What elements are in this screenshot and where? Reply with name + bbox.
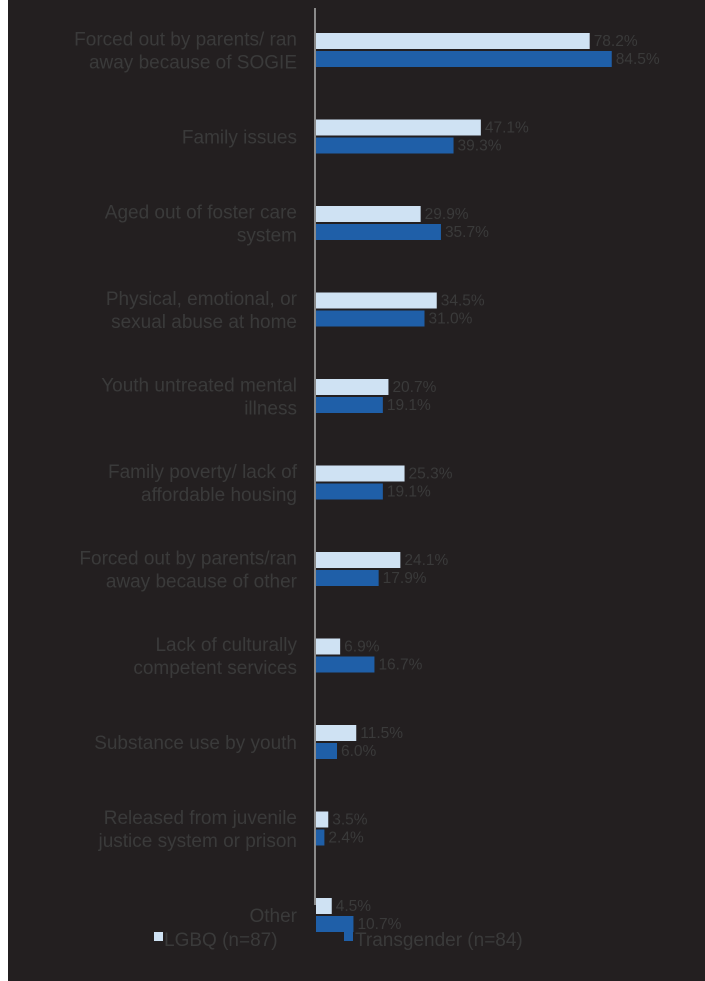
data-label-lgbq: 4.5% [336, 898, 372, 915]
category-label: Family poverty/ lack of [108, 462, 298, 483]
category-label: Forced out by parents/ ran [74, 30, 297, 51]
category-label: Youth untreated mental [101, 376, 297, 397]
data-label-lgbq: 25.3% [409, 466, 453, 483]
category-label: away because of SOGIE [89, 53, 297, 74]
data-label-lgbq: 6.9% [344, 639, 380, 656]
data-label-lgbq: 3.5% [332, 812, 368, 829]
legend: LGBQ (n=87) Transgender (n=84) [154, 930, 523, 951]
bar-lgbq [316, 725, 357, 741]
bar-lgbq [316, 33, 590, 49]
category-label: Lack of culturally [155, 635, 297, 656]
data-label-transgender: 84.5% [616, 51, 660, 68]
bar-transgender [316, 829, 325, 846]
data-label-transgender: 6.0% [341, 743, 377, 760]
bar-transgender [316, 570, 379, 586]
data-label-lgbq: 34.5% [441, 293, 485, 310]
data-label-lgbq: 78.2% [594, 33, 638, 50]
category-label: illness [244, 399, 297, 420]
legend-swatch-lgbq [154, 932, 163, 941]
data-label-lgbq: 11.5% [360, 725, 403, 742]
data-label-transgender: 19.1% [387, 397, 431, 414]
data-label-lgbq: 47.1% [485, 120, 529, 137]
bar-transgender [316, 483, 383, 500]
bar-lgbq [316, 206, 421, 222]
category-label: system [237, 226, 297, 247]
bar-lgbq [316, 898, 332, 914]
bar-transgender [316, 397, 383, 413]
bar-lgbq [316, 552, 401, 568]
bar-transgender [316, 137, 454, 154]
bar-transgender [316, 310, 425, 327]
data-label-transgender: 17.9% [383, 570, 427, 587]
bar-lgbq [316, 811, 329, 828]
category-label: Forced out by parents/ran [79, 549, 297, 570]
bar-lgbq [316, 292, 437, 309]
data-label-transgender: 16.7% [378, 657, 422, 674]
data-label-transgender: 2.4% [328, 830, 364, 847]
category-label: sexual abuse at home [111, 312, 297, 333]
bar-transgender [316, 51, 612, 67]
data-label-lgbq: 20.7% [392, 379, 436, 396]
legend-swatch-transgender [344, 932, 353, 941]
category-label: Other [249, 906, 297, 927]
category-label: justice system or prison [97, 831, 297, 852]
category-label: Aged out of foster care [105, 203, 297, 224]
bar-lgbq [316, 638, 341, 655]
category-label: Family issues [182, 128, 297, 149]
category-label: Released from juvenile [104, 808, 297, 829]
data-label-transgender: 35.7% [445, 224, 489, 241]
data-label-transgender: 39.3% [458, 138, 502, 155]
data-label-transgender: 19.1% [387, 484, 431, 501]
bar-transgender [316, 224, 441, 240]
data-label-transgender: 10.7% [357, 916, 401, 933]
data-label-transgender: 31.0% [429, 311, 473, 328]
legend-label-lgbq: LGBQ (n=87) [164, 930, 278, 951]
legend-label-transgender: Transgender (n=84) [355, 930, 523, 951]
data-label-lgbq: 29.9% [425, 206, 469, 223]
bar-lgbq [316, 465, 405, 482]
bar-transgender [316, 743, 337, 759]
bar-lgbq [316, 119, 481, 136]
bar-lgbq [316, 379, 389, 395]
category-label: Substance use by youth [94, 733, 297, 754]
category-label: Physical, emotional, or [106, 289, 298, 310]
bar-transgender [316, 916, 354, 932]
category-label: affordable housing [141, 485, 297, 506]
category-label: away because of other [106, 572, 298, 593]
data-label-lgbq: 24.1% [404, 552, 448, 569]
bar-transgender [316, 656, 375, 673]
category-label: competent services [133, 658, 297, 679]
